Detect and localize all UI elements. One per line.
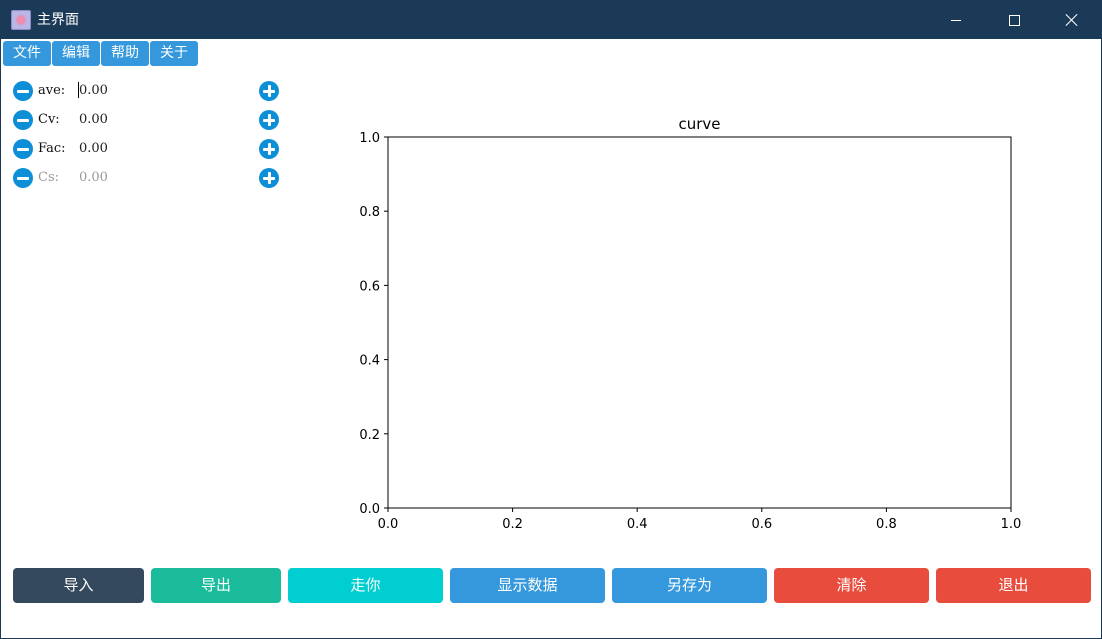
param-value-input[interactable]: 0.00 [79,170,108,185]
y-tick-label: 1.0 [359,131,380,146]
app-icon [11,10,31,30]
plus-icon[interactable] [259,81,279,101]
param-label: Cs: [38,170,59,185]
menu-about[interactable]: 关于 [150,41,198,66]
plus-icon[interactable] [259,139,279,159]
text-caret [78,82,79,98]
param-row-cs: Cs: 0.00 [13,167,283,189]
plus-icon[interactable] [259,110,279,130]
x-tick-label: 1.0 [1001,517,1022,532]
param-label: Cv: [38,112,60,127]
param-value-input[interactable]: 0.00 [79,83,108,98]
param-label: ave: [38,83,66,98]
save-as-button[interactable]: 另存为 [612,568,767,603]
x-tick-label: 0.8 [876,517,897,532]
param-value-input[interactable]: 0.00 [79,112,108,127]
minimize-icon [951,19,961,21]
plus-icon[interactable] [259,168,279,188]
import-button[interactable]: 导入 [13,568,144,603]
minus-icon[interactable] [13,81,33,101]
x-tick-label: 0.6 [751,517,772,532]
menu-bar: 文件 编辑 帮助 关于 [3,41,198,66]
param-row-cv: Cv: 0.00 [13,109,283,131]
clear-button[interactable]: 清除 [774,568,929,603]
plot-frame [387,136,1012,509]
y-tick-label: 0.8 [359,205,380,220]
maximize-icon [1008,14,1020,26]
y-tick-label: 0.0 [359,502,380,517]
maximize-button[interactable] [985,1,1043,39]
minimize-button[interactable] [927,1,985,39]
window-title: 主界面 [37,12,79,28]
x-tick-label: 0.4 [627,517,648,532]
y-tick-label: 0.4 [359,354,380,369]
go-button[interactable]: 走你 [288,568,443,603]
show-data-button[interactable]: 显示数据 [450,568,605,603]
menu-edit[interactable]: 编辑 [52,41,100,66]
menu-file[interactable]: 文件 [3,41,51,66]
chart-title: curve [678,115,720,133]
minus-icon[interactable] [13,110,33,130]
param-row-fac: Fac: 0.00 [13,138,283,160]
curve-chart: curve 0.0 0.2 0.4 0.6 0.8 1.0 0.0 0.2 0.4 0.6 0.8 1.… [359,115,1022,532]
minus-icon[interactable] [13,139,33,159]
param-label: Fac: [38,141,66,156]
y-tick-label: 0.2 [359,428,380,443]
x-tick-label: 0.0 [378,517,399,532]
export-button[interactable]: 导出 [151,568,281,603]
x-tick-label: 0.2 [502,517,523,532]
close-button[interactable] [1043,1,1101,39]
title-bar[interactable]: 主界面 [1,1,1101,39]
minus-icon[interactable] [13,168,33,188]
param-value-input[interactable]: 0.00 [79,141,108,156]
y-tick-label: 0.6 [359,279,380,294]
exit-button[interactable]: 退出 [936,568,1091,603]
param-row-ave: ave: 0.00 [13,80,283,102]
close-icon [1065,13,1079,27]
menu-help[interactable]: 帮助 [101,41,149,66]
